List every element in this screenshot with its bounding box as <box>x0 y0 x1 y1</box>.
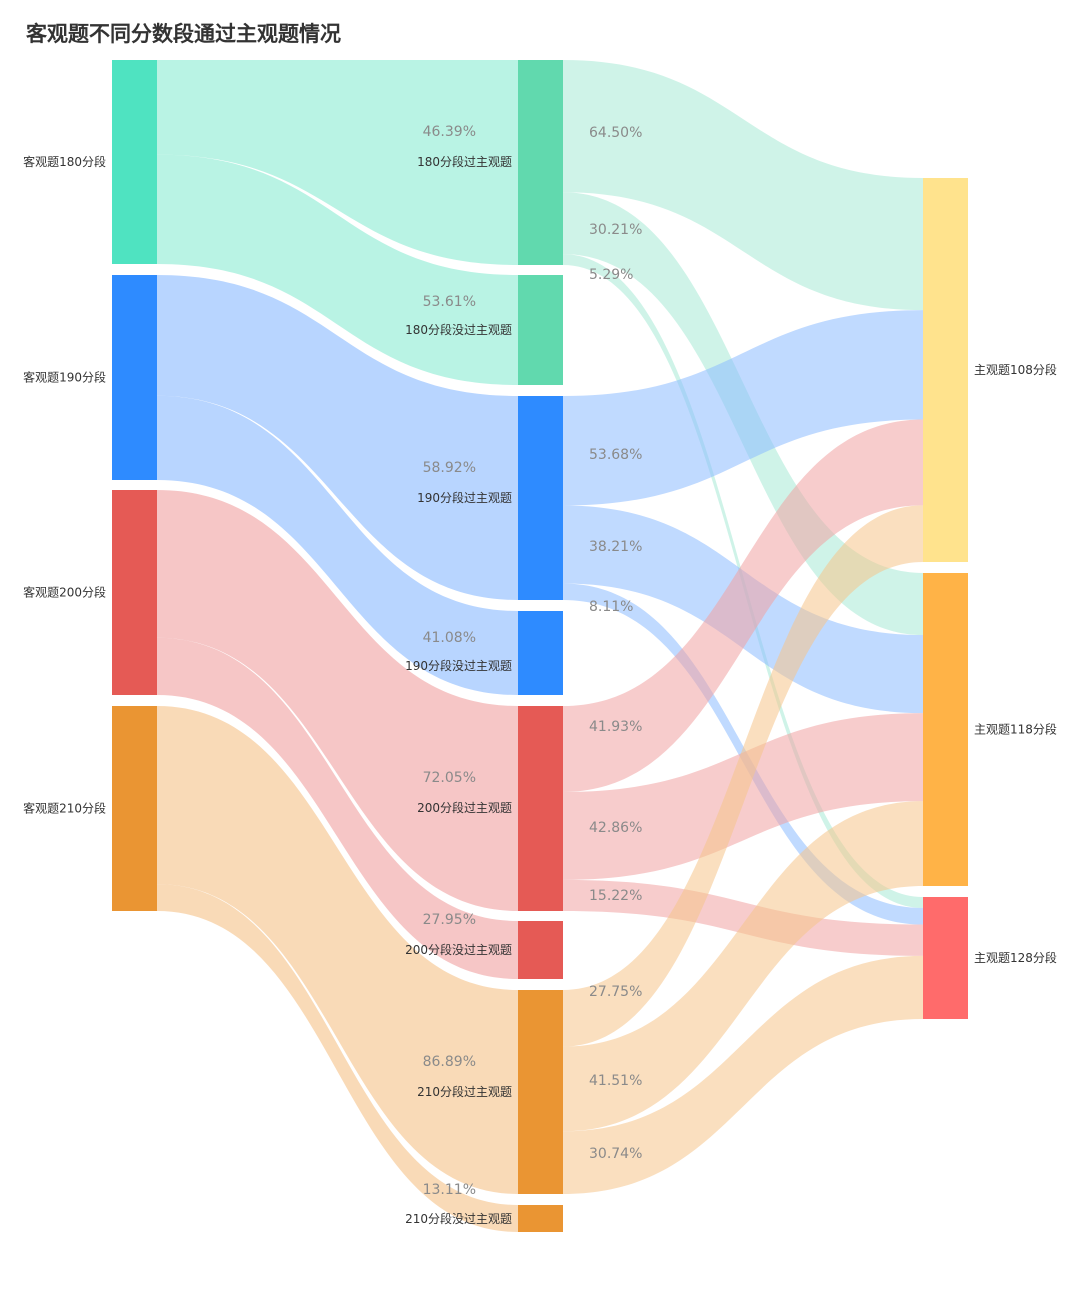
link-label-p190-s128: 8.11% <box>589 599 633 615</box>
link-label-o190-f190: 41.08% <box>423 630 476 646</box>
node-p200 <box>518 706 563 911</box>
node-o180 <box>112 60 157 264</box>
link-label-o190-p190: 58.92% <box>423 460 476 476</box>
node-f210 <box>518 1205 563 1232</box>
link-label-p210-s128: 30.74% <box>589 1146 642 1162</box>
link-label-p200-s118: 42.86% <box>589 820 642 836</box>
node-label-s108: 主观题108分段 <box>974 362 1057 377</box>
node-f190 <box>518 611 563 695</box>
node-f200 <box>518 921 563 979</box>
node-label-f180: 180分段没过主观题 <box>405 322 512 337</box>
node-p190 <box>518 396 563 600</box>
node-label-o200: 客观题200分段 <box>23 585 106 600</box>
link-p210-s108 <box>563 505 923 1047</box>
node-f180 <box>518 275 563 385</box>
link-label-p210-s118: 41.51% <box>589 1073 642 1089</box>
link-p200-s128 <box>563 879 923 956</box>
link-o180-f180 <box>157 154 518 385</box>
node-label-s128: 主观题128分段 <box>974 950 1057 965</box>
node-s118 <box>923 573 968 886</box>
link-label-p210-s108: 27.75% <box>589 984 642 1000</box>
node-label-f190: 190分段没过主观题 <box>405 658 512 673</box>
node-label-f200: 200分段没过主观题 <box>405 942 512 957</box>
node-label-o190: 客观题190分段 <box>23 370 106 385</box>
node-o200 <box>112 490 157 695</box>
link-o210-p210 <box>157 706 518 1194</box>
node-p180 <box>518 60 563 265</box>
node-label-f210: 210分段没过主观题 <box>405 1211 512 1226</box>
node-label-s118: 主观题118分段 <box>974 722 1057 737</box>
node-label-o210: 客观题210分段 <box>23 801 106 816</box>
link-label-o210-f210: 13.11% <box>423 1182 476 1198</box>
link-label-o200-p200: 72.05% <box>423 770 476 786</box>
nodes-layer <box>112 60 968 1232</box>
link-label-p190-s118: 38.21% <box>589 539 642 555</box>
link-p190-s108 <box>563 310 923 506</box>
link-label-p180-s108: 64.50% <box>589 125 642 141</box>
link-p200-s108 <box>563 419 923 792</box>
link-label-p180-s128: 5.29% <box>589 267 633 283</box>
link-label-p200-s128: 15.22% <box>589 888 642 904</box>
link-label-o210-p210: 86.89% <box>423 1054 476 1070</box>
node-s128 <box>923 897 968 1019</box>
node-label-p180: 180分段过主观题 <box>417 154 512 169</box>
node-label-o180: 客观题180分段 <box>23 154 106 169</box>
link-label-p200-s108: 41.93% <box>589 719 642 735</box>
node-label-p200: 200分段过主观题 <box>417 800 512 815</box>
node-label-p210: 210分段过主观题 <box>417 1084 512 1099</box>
node-label-p190: 190分段过主观题 <box>417 490 512 505</box>
link-label-o200-f200: 27.95% <box>423 912 476 928</box>
link-o190-f190 <box>157 395 518 695</box>
link-label-p190-s108: 53.68% <box>589 447 642 463</box>
links-layer <box>157 60 923 1232</box>
node-s108 <box>923 178 968 562</box>
node-o190 <box>112 275 157 480</box>
link-o210-f210 <box>157 884 518 1232</box>
link-o190-p190 <box>157 275 518 600</box>
link-o200-f200 <box>157 637 518 979</box>
link-label-p180-s118: 30.21% <box>589 222 642 238</box>
link-p210-s118 <box>563 801 923 1132</box>
link-o200-p200 <box>157 490 518 911</box>
link-p210-s128 <box>563 955 923 1194</box>
link-o180-p180 <box>157 60 518 265</box>
node-o210 <box>112 706 157 911</box>
link-label-o180-f180: 53.61% <box>423 294 476 310</box>
node-p210 <box>518 990 563 1194</box>
chart-title: 客观题不同分数段通过主观题情况 <box>26 22 341 46</box>
link-p180-s108 <box>563 60 923 311</box>
link-label-o180-p180: 46.39% <box>423 124 476 140</box>
